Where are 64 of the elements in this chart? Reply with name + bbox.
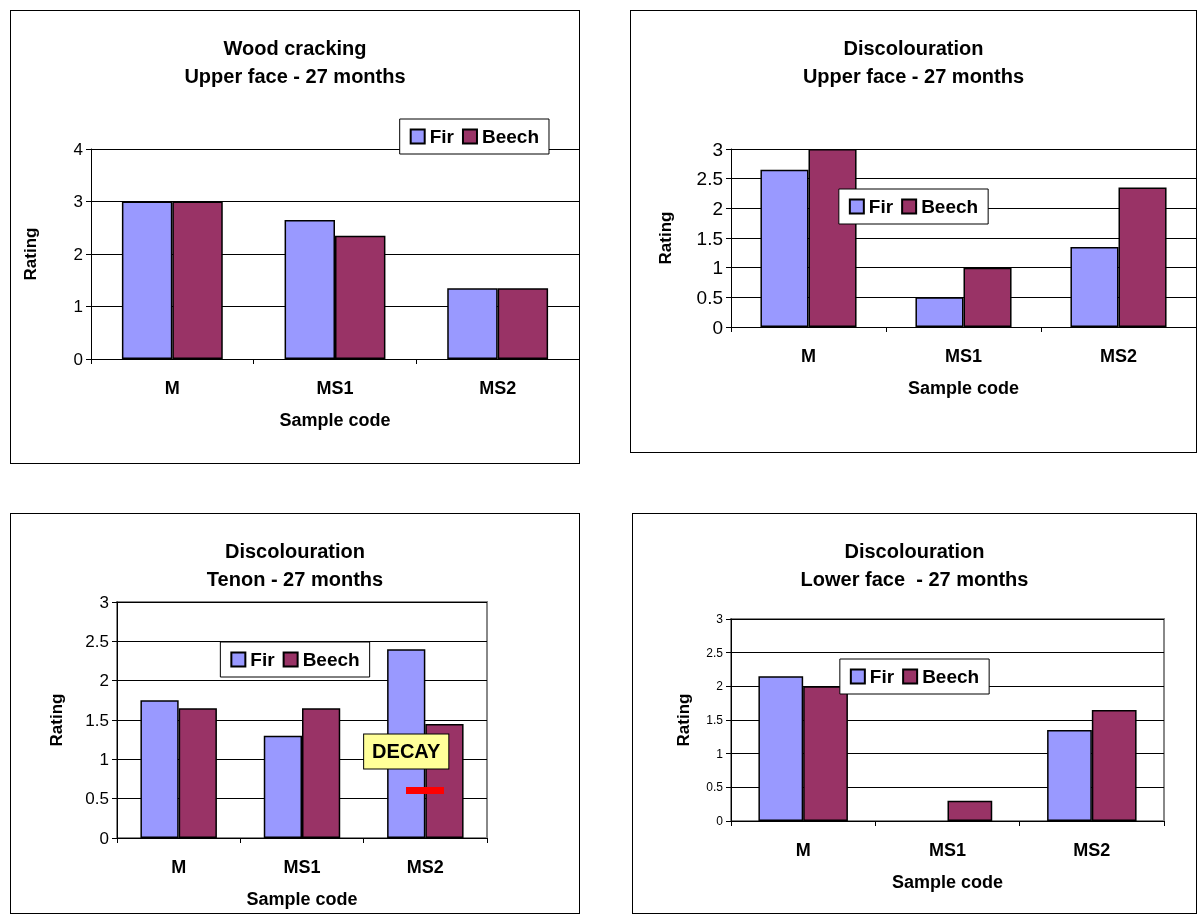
y-tick-label: 2.5 <box>696 168 723 190</box>
legend-label: Fir <box>868 196 894 217</box>
y-tick-label: 2 <box>73 244 83 264</box>
y-tick-label: 1.5 <box>696 227 723 249</box>
x-tick-label: MS2 <box>479 378 517 398</box>
y-tick-label: 1.5 <box>85 710 109 730</box>
chart-subtitle: Tenon - 27 months <box>206 568 384 590</box>
x-tick-label: MS1 <box>944 346 983 366</box>
chart-title: Discolouration <box>224 540 366 562</box>
legend-label: Fir <box>869 666 895 687</box>
x-axis-title: Sample code <box>246 889 358 909</box>
bar <box>947 800 993 821</box>
y-tick-label: 1 <box>99 749 109 769</box>
chart-subtitle: Lower face - 27 months <box>800 568 1029 590</box>
y-axis-title: Rating <box>46 693 66 747</box>
y-tick-label: 3 <box>716 612 724 626</box>
x-axis-title: Sample code <box>891 872 1004 892</box>
x-tick-label: M <box>795 840 811 860</box>
y-tick-label: 1.5 <box>706 713 724 727</box>
x-tick-label: MS1 <box>283 857 321 877</box>
legend-label: Fir <box>250 649 276 670</box>
legend-label: Fir <box>429 126 455 147</box>
y-tick-label: 3 <box>99 592 109 612</box>
y-tick-label: 0 <box>712 316 723 338</box>
y-tick-label: 0 <box>73 349 83 369</box>
y-tick-label: 0 <box>99 828 109 848</box>
y-axis-title: Rating <box>20 227 40 281</box>
y-tick-label: 2.5 <box>85 631 109 651</box>
chart-subtitle: Upper face - 27 months <box>802 65 1025 87</box>
annotation: DECAY <box>372 740 441 763</box>
x-tick-label: M <box>801 346 816 366</box>
x-axis-title: Sample code <box>907 378 1020 398</box>
legend-label: Beech <box>302 649 360 670</box>
legend-label: Beech <box>922 666 980 687</box>
y-tick-label: 0.5 <box>85 789 109 809</box>
x-tick-label: M <box>171 857 187 877</box>
y-tick-label: 3 <box>73 192 83 211</box>
x-tick-label: MS2 <box>1099 346 1138 366</box>
y-tick-label: 2 <box>99 671 109 691</box>
y-axis-title: Rating <box>673 693 693 747</box>
chart-title: Discolouration <box>844 540 985 562</box>
y-tick-label: 4 <box>73 139 83 159</box>
x-tick-label: MS1 <box>928 840 967 860</box>
y-axis-title: Rating <box>655 211 675 265</box>
y-tick-label: 0.5 <box>696 286 723 308</box>
chart-title: Wood cracking <box>223 37 367 59</box>
x-axis-title: Sample code <box>279 410 391 430</box>
x-tick-label: MS1 <box>316 378 354 398</box>
y-tick-label: 1 <box>73 297 83 316</box>
legend-label: Beech <box>921 196 979 217</box>
y-tick-label: 2 <box>712 197 723 219</box>
y-tick-label: 3 <box>712 138 723 160</box>
y-tick-label: 2.5 <box>706 645 724 660</box>
y-tick-label: 1 <box>716 746 724 761</box>
y-tick-label: 2 <box>716 679 724 694</box>
chart-subtitle: Upper face - 27 months <box>184 65 406 87</box>
x-tick-label: MS2 <box>406 857 444 877</box>
legend-label: Beech <box>481 126 539 147</box>
y-tick-label: 0 <box>716 814 724 828</box>
chart-title: Discolouration <box>843 37 984 59</box>
y-tick-label: 0.5 <box>706 780 724 795</box>
y-tick-label: 1 <box>712 257 723 279</box>
x-tick-label: MS2 <box>1073 840 1111 860</box>
x-tick-label: M <box>164 378 180 398</box>
